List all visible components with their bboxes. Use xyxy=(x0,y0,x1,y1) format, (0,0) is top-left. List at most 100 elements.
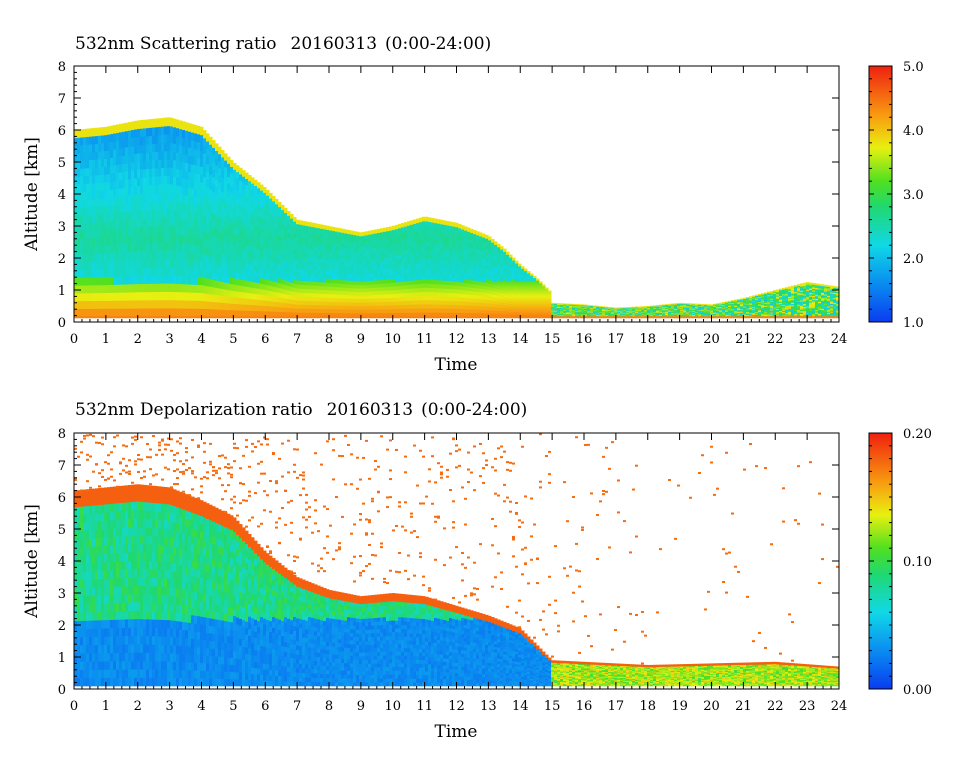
scattering-cell xyxy=(125,203,129,212)
scattering-cell xyxy=(317,289,321,294)
scattering-surface-cell xyxy=(512,316,516,319)
scattering-column xyxy=(167,117,171,319)
scattering-cell xyxy=(350,291,354,296)
scattering-cell xyxy=(500,254,504,259)
scattering-cell xyxy=(341,272,345,277)
scattering-cell xyxy=(281,293,285,299)
scattering-cell xyxy=(206,179,210,188)
scattering-cell xyxy=(518,294,522,298)
scattering-cell xyxy=(365,298,369,303)
scattering-cell xyxy=(125,195,129,204)
scattering-cell xyxy=(308,308,312,313)
scattering-cell xyxy=(194,228,198,238)
scattering-cell xyxy=(506,292,510,296)
scattering-cell xyxy=(332,234,336,239)
scattering-cell xyxy=(86,136,90,145)
scattering-cell xyxy=(200,284,204,294)
scattering-column xyxy=(452,222,456,319)
scattering-cell xyxy=(536,308,540,311)
scattering-cell xyxy=(536,309,540,313)
scattering-cell xyxy=(485,295,489,300)
scattering-cell xyxy=(122,300,126,309)
scattering-cell xyxy=(77,285,81,294)
scattering-cell xyxy=(230,283,234,291)
scattering-cell xyxy=(203,246,207,255)
scattering-cell xyxy=(338,228,342,233)
scattering-cell xyxy=(530,284,534,287)
scattering-cell xyxy=(311,230,315,235)
scattering-cell xyxy=(542,297,546,300)
scattering-cell xyxy=(344,312,348,317)
scattering-cell xyxy=(206,209,210,218)
scattering-cell xyxy=(206,194,210,203)
scattering-cell xyxy=(311,265,315,270)
scattering-surface-cell xyxy=(338,316,342,319)
scattering-cell xyxy=(416,304,420,309)
scattering-cell xyxy=(476,309,480,314)
scattering-cell xyxy=(551,312,555,314)
scattering-cell xyxy=(302,312,306,317)
scattering-cell xyxy=(500,249,504,253)
scattering-cell xyxy=(416,271,420,277)
scattering-cell xyxy=(338,272,342,277)
scattering-cell xyxy=(332,293,336,299)
scattering-column xyxy=(212,140,216,319)
scattering-cell xyxy=(305,249,309,254)
scattering-cell xyxy=(113,133,117,142)
scattering-cell xyxy=(107,268,111,278)
scattering-cell xyxy=(443,268,447,273)
scattering-cell xyxy=(530,294,534,298)
scattering-cell xyxy=(209,263,213,272)
scattering-cell xyxy=(419,242,423,247)
scattering-cell xyxy=(332,286,336,291)
scattering-cell xyxy=(197,284,201,293)
scattering-cell xyxy=(179,234,183,244)
scattering-cell xyxy=(233,194,237,202)
scattering-cell xyxy=(308,261,312,266)
scattering-column xyxy=(338,228,342,319)
scattering-cell xyxy=(401,234,405,240)
scattering-cell xyxy=(356,242,360,247)
scattering-cell xyxy=(401,281,405,286)
scattering-cell xyxy=(545,295,549,298)
scattering-cell xyxy=(314,227,318,232)
scattering-cell xyxy=(266,195,270,201)
scattering-cell xyxy=(344,240,348,245)
scattering-cell xyxy=(227,269,231,277)
scattering-cell xyxy=(530,273,534,276)
scattering-cell xyxy=(266,310,270,317)
scattering-cell xyxy=(215,193,219,202)
scattering-cell xyxy=(290,303,294,309)
scattering-cell xyxy=(275,252,279,259)
scattering-cell xyxy=(134,185,138,195)
scattering-cell xyxy=(125,267,129,277)
scattering-cell xyxy=(287,228,291,234)
scattering-cell xyxy=(191,268,195,277)
scattering-cell xyxy=(305,292,309,297)
scattering-cell xyxy=(497,298,501,302)
scattering-cell xyxy=(110,260,114,270)
scattering-cell xyxy=(113,148,117,158)
scattering-cell xyxy=(383,297,387,302)
scattering-cell xyxy=(149,184,153,194)
scattering-cell xyxy=(293,295,297,301)
scattering-cell xyxy=(557,312,561,314)
scattering-cell xyxy=(557,313,561,315)
scattering-cell xyxy=(374,301,378,306)
scattering-cell xyxy=(128,170,132,180)
scattering-cell xyxy=(158,291,162,301)
scattering-cell xyxy=(275,203,279,210)
scattering-cell xyxy=(386,290,390,295)
scattering-cell xyxy=(326,274,330,280)
scattering-cell xyxy=(521,287,525,290)
scattering-cell xyxy=(464,260,468,265)
scattering-cell xyxy=(212,264,216,273)
scattering-cell xyxy=(266,231,270,238)
scattering-cell xyxy=(377,308,381,314)
scattering-cell xyxy=(491,300,495,304)
scattering-cell xyxy=(269,311,273,317)
scattering-cell xyxy=(344,254,348,259)
scattering-cell xyxy=(437,283,441,289)
scattering-cell xyxy=(545,315,549,317)
scattering-cell xyxy=(335,227,339,232)
